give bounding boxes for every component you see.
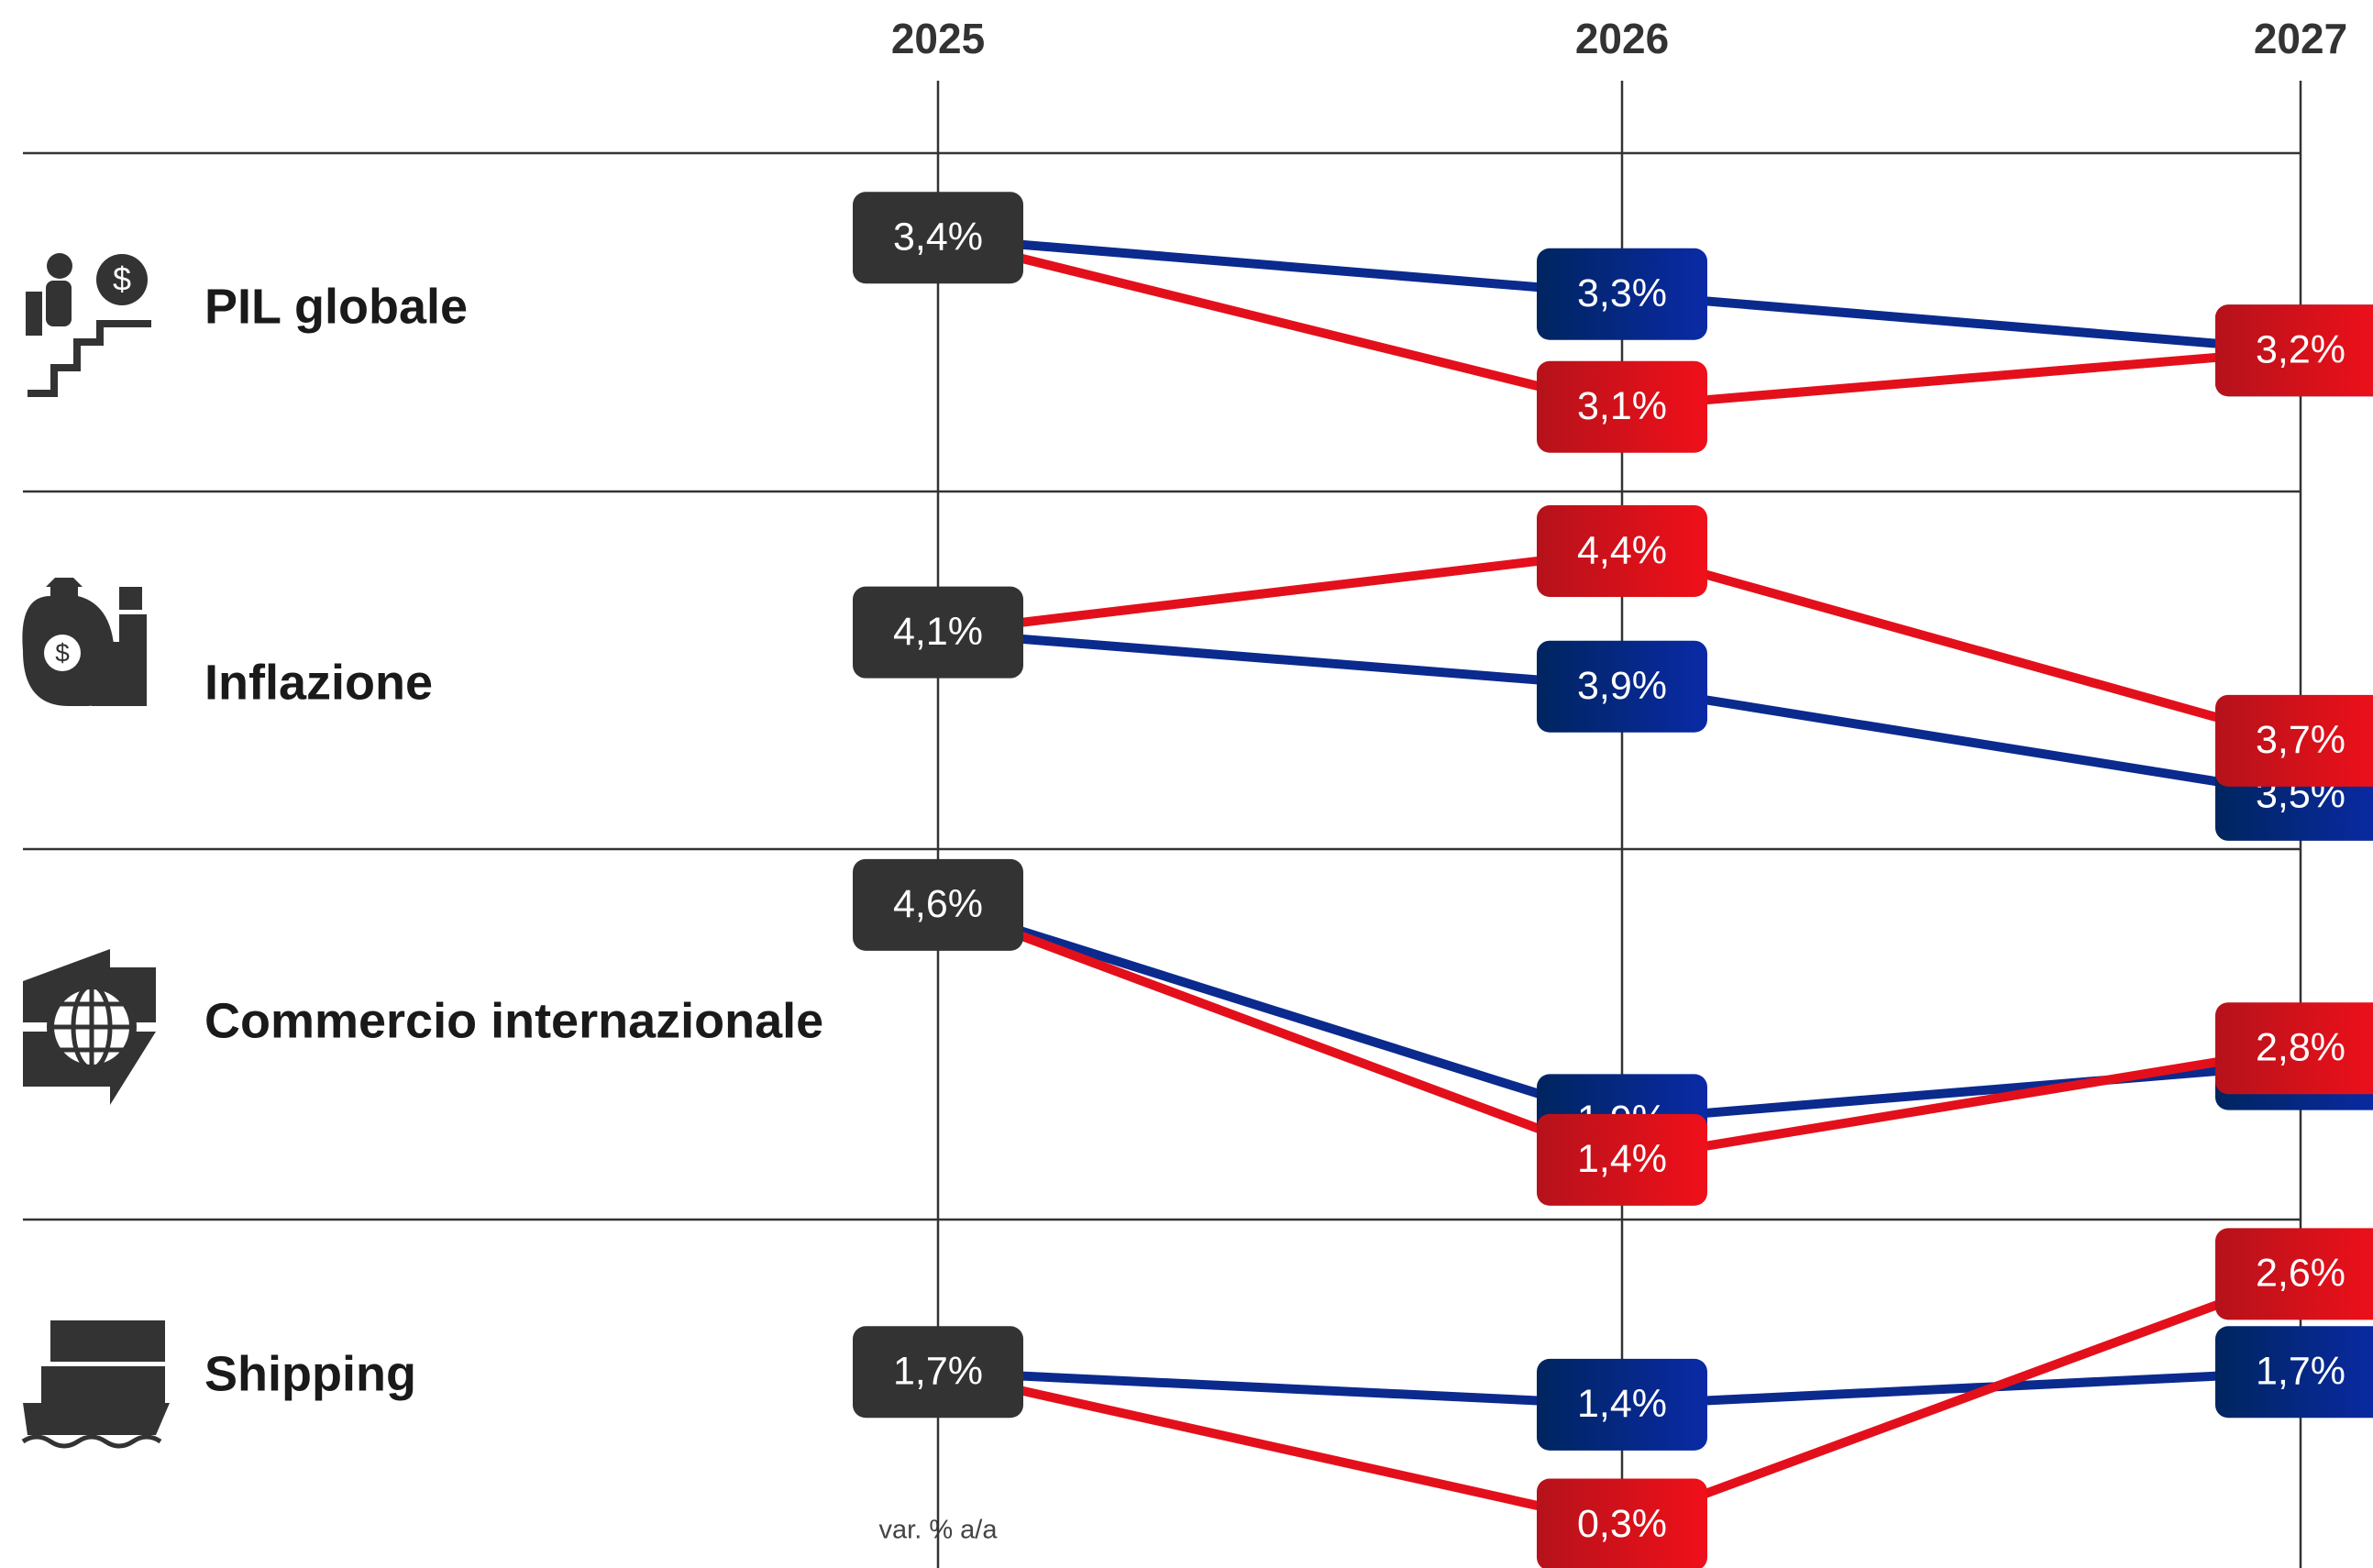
value-label: 1,4% [1577, 1137, 1667, 1181]
icon-commercio [23, 949, 156, 1105]
value-label: 3,2% [2256, 328, 2345, 372]
value-box [1537, 248, 1707, 340]
value-label: 3,3% [1577, 271, 1667, 315]
column-label: 2026 [1575, 15, 1669, 62]
row-title: Inflazione [204, 655, 433, 710]
value-label: 0,3% [1577, 1502, 1667, 1546]
column-label: 2025 [891, 15, 985, 62]
value-label: 3,4% [893, 215, 983, 259]
value-box [2215, 694, 2373, 787]
value-box [853, 586, 1023, 679]
value-box [2215, 1002, 2373, 1095]
value-box [1537, 505, 1707, 597]
row-title: PIL globale [204, 279, 468, 334]
value-label: 1,7% [893, 1350, 983, 1394]
value-label: 4,1% [893, 610, 983, 654]
value-label: 3,7% [2256, 718, 2345, 762]
svg-text:$: $ [113, 260, 131, 298]
value-box [1537, 1478, 1707, 1568]
value-label: 2,6% [2256, 1252, 2345, 1296]
row-title: Shipping [204, 1346, 416, 1401]
value-box [853, 858, 1023, 951]
value-box [2215, 1228, 2373, 1320]
value-label: 3,1% [1577, 384, 1667, 428]
icon-pil: $ [26, 253, 151, 397]
value-label: 1,7% [2256, 1350, 2345, 1394]
column-label: 2027 [2254, 15, 2347, 62]
value-label: 2,8% [2256, 1026, 2345, 1070]
value-box [1537, 1358, 1707, 1451]
value-label: 1,4% [1577, 1382, 1667, 1426]
icon-shipping [21, 1320, 170, 1449]
value-box [1537, 640, 1707, 733]
value-box [1537, 360, 1707, 453]
value-box [2215, 304, 2373, 397]
icon-inflazione: $ [22, 578, 147, 706]
row-title: Commercio internazionale [204, 993, 823, 1048]
value-box [2215, 1326, 2373, 1419]
svg-text:$: $ [55, 638, 70, 667]
value-box [1537, 1113, 1707, 1206]
value-label: 3,9% [1577, 664, 1667, 708]
value-box [853, 1326, 1023, 1419]
labels: 3,4%3,3%3,2%3,1%3,2%4,1%3,9%3,5%4,4%3,7%… [853, 192, 2373, 1568]
value-label: 4,6% [893, 882, 983, 926]
value-label: 4,4% [1577, 528, 1667, 572]
value-box [853, 192, 1023, 284]
